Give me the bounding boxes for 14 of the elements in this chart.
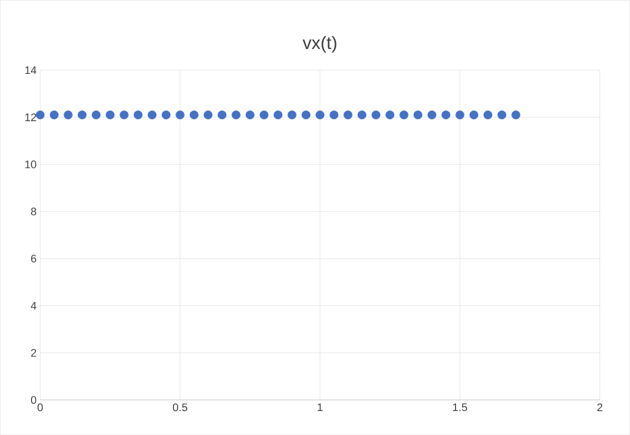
y-tick-label: 12	[25, 113, 36, 122]
chart-title: vx(t)	[302, 36, 336, 53]
y-tick-label: 6	[31, 254, 36, 262]
y-tick-label: 0	[30, 396, 36, 404]
x-tick-label: 2	[597, 403, 602, 412]
y-tick-label: 2	[31, 348, 36, 357]
x-tick-label: 1.5	[453, 403, 468, 412]
x-tick-label: 0.5	[172, 403, 188, 412]
y-tick-label: 10	[25, 160, 36, 168]
y-tick-label: 14	[25, 66, 36, 74]
y-tick-label: 4	[30, 302, 36, 310]
y-tick-label: 8	[31, 208, 36, 216]
x-tick-label: 0	[38, 403, 43, 412]
x-tick-label: 1	[318, 403, 323, 411]
